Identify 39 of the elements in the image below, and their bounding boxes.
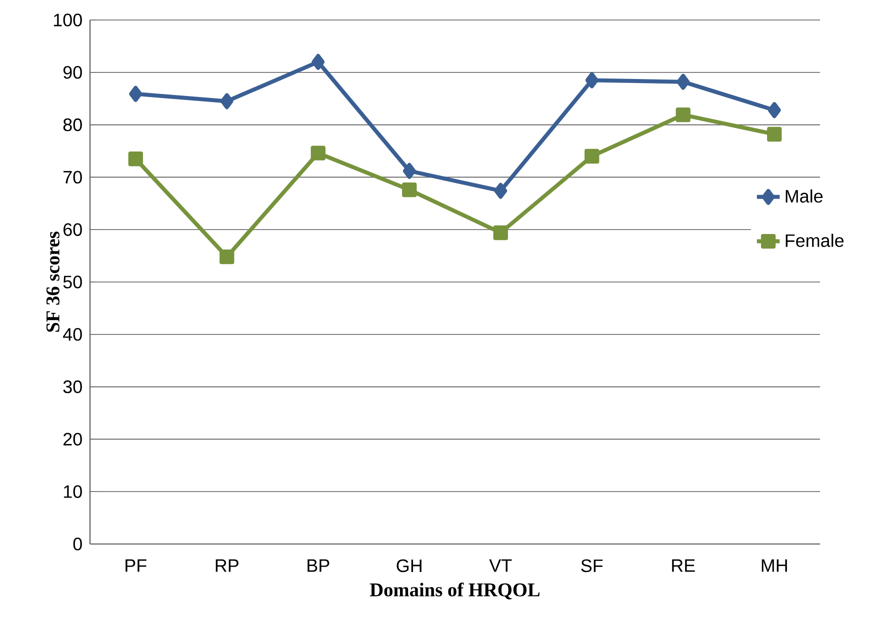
point xyxy=(310,146,326,160)
x-tick-label: VT xyxy=(489,559,512,572)
x-axis-title: Domains of HRQOL xyxy=(370,582,540,600)
y-axis-title: SF 36 scores xyxy=(46,232,60,332)
x-tick-label: MH xyxy=(762,559,787,572)
point xyxy=(585,72,598,88)
y-tick-label: 40 xyxy=(63,328,82,341)
x-tick-label: GH xyxy=(396,559,422,572)
x-tick-label: RP xyxy=(216,559,238,572)
point xyxy=(676,108,690,122)
point xyxy=(220,93,234,110)
point xyxy=(768,102,781,118)
point xyxy=(584,148,600,164)
x-tick-label: RE xyxy=(672,559,695,572)
point xyxy=(220,250,234,264)
legend-label: Male xyxy=(786,189,823,203)
point xyxy=(128,152,143,166)
y-tick-label: 90 xyxy=(63,66,82,79)
point xyxy=(312,54,325,70)
point xyxy=(494,182,508,199)
y-tick-label: 30 xyxy=(63,380,82,394)
point xyxy=(129,86,142,102)
point xyxy=(767,126,782,142)
point xyxy=(402,162,416,179)
y-tick-label: 80 xyxy=(63,118,82,132)
y-tick-label: 70 xyxy=(64,170,82,184)
x-tick-label: PF xyxy=(126,559,146,572)
point xyxy=(493,225,508,240)
y-tick-label: 20 xyxy=(64,432,82,446)
y-tick-label: 100 xyxy=(54,14,82,26)
point xyxy=(402,182,417,198)
y-tick-label: 0 xyxy=(73,538,82,550)
x-tick-label: SF xyxy=(581,559,603,572)
y-tick-label: 50 xyxy=(63,276,82,288)
y-tick-label: 60 xyxy=(64,223,82,236)
x-tick-label: BP xyxy=(308,559,330,572)
y-tick-label: 10 xyxy=(64,485,82,498)
legend-label: Female xyxy=(786,234,844,247)
point xyxy=(676,74,690,90)
